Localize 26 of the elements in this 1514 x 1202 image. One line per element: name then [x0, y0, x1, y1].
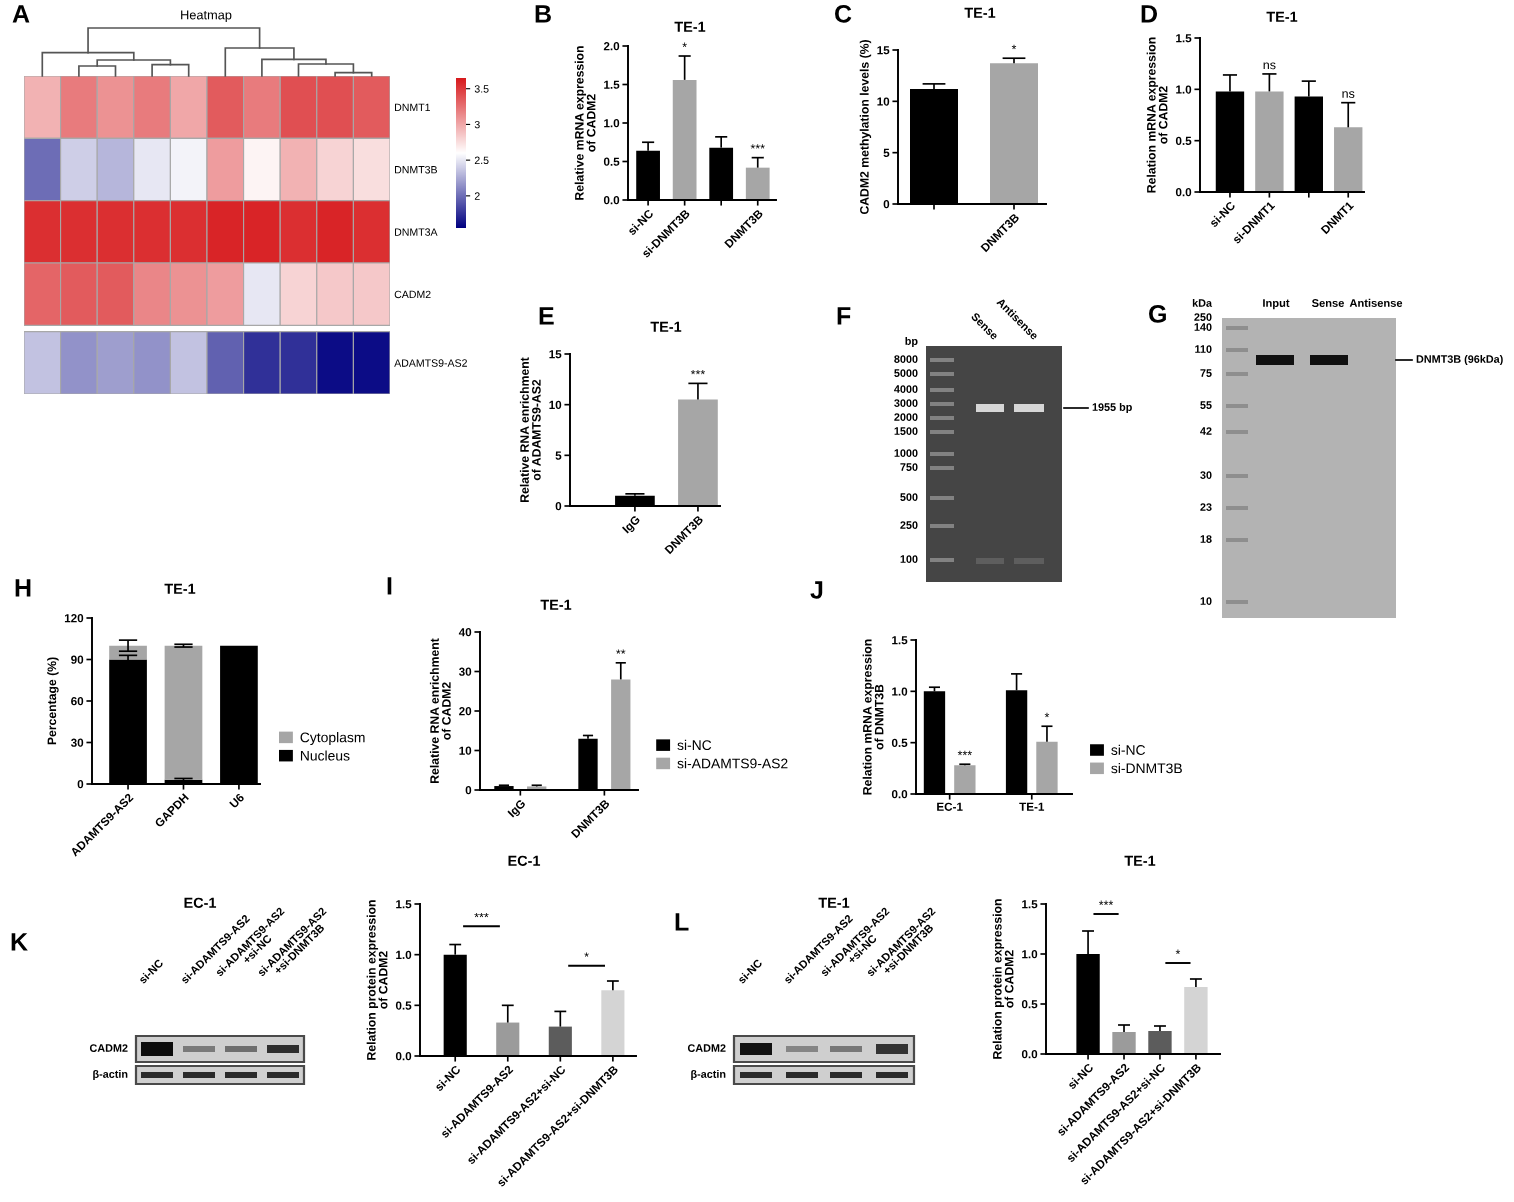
bar: [496, 1022, 520, 1056]
bar: [1255, 91, 1284, 192]
bar: [1184, 987, 1208, 1054]
text: J: [810, 581, 823, 599]
bar: [672, 79, 697, 200]
bar: [745, 167, 770, 200]
text: G: [1149, 305, 1166, 323]
text: B: [535, 5, 551, 23]
bar: [611, 679, 631, 790]
bar: [1112, 1032, 1136, 1054]
text: H: [15, 579, 31, 597]
bar: [1334, 127, 1363, 192]
bar: [1148, 1031, 1172, 1054]
text: F: [837, 307, 851, 325]
text: K: [11, 933, 28, 951]
text: L: [675, 913, 689, 931]
text: A: [12, 5, 30, 23]
text: C: [835, 5, 852, 23]
text: I: [387, 577, 392, 595]
bar: [1036, 741, 1058, 794]
bar: [954, 765, 976, 794]
bar: [548, 1026, 572, 1056]
bar: [601, 990, 625, 1056]
text: D: [1141, 5, 1157, 23]
text: E: [539, 307, 554, 325]
bar: [164, 645, 203, 780]
